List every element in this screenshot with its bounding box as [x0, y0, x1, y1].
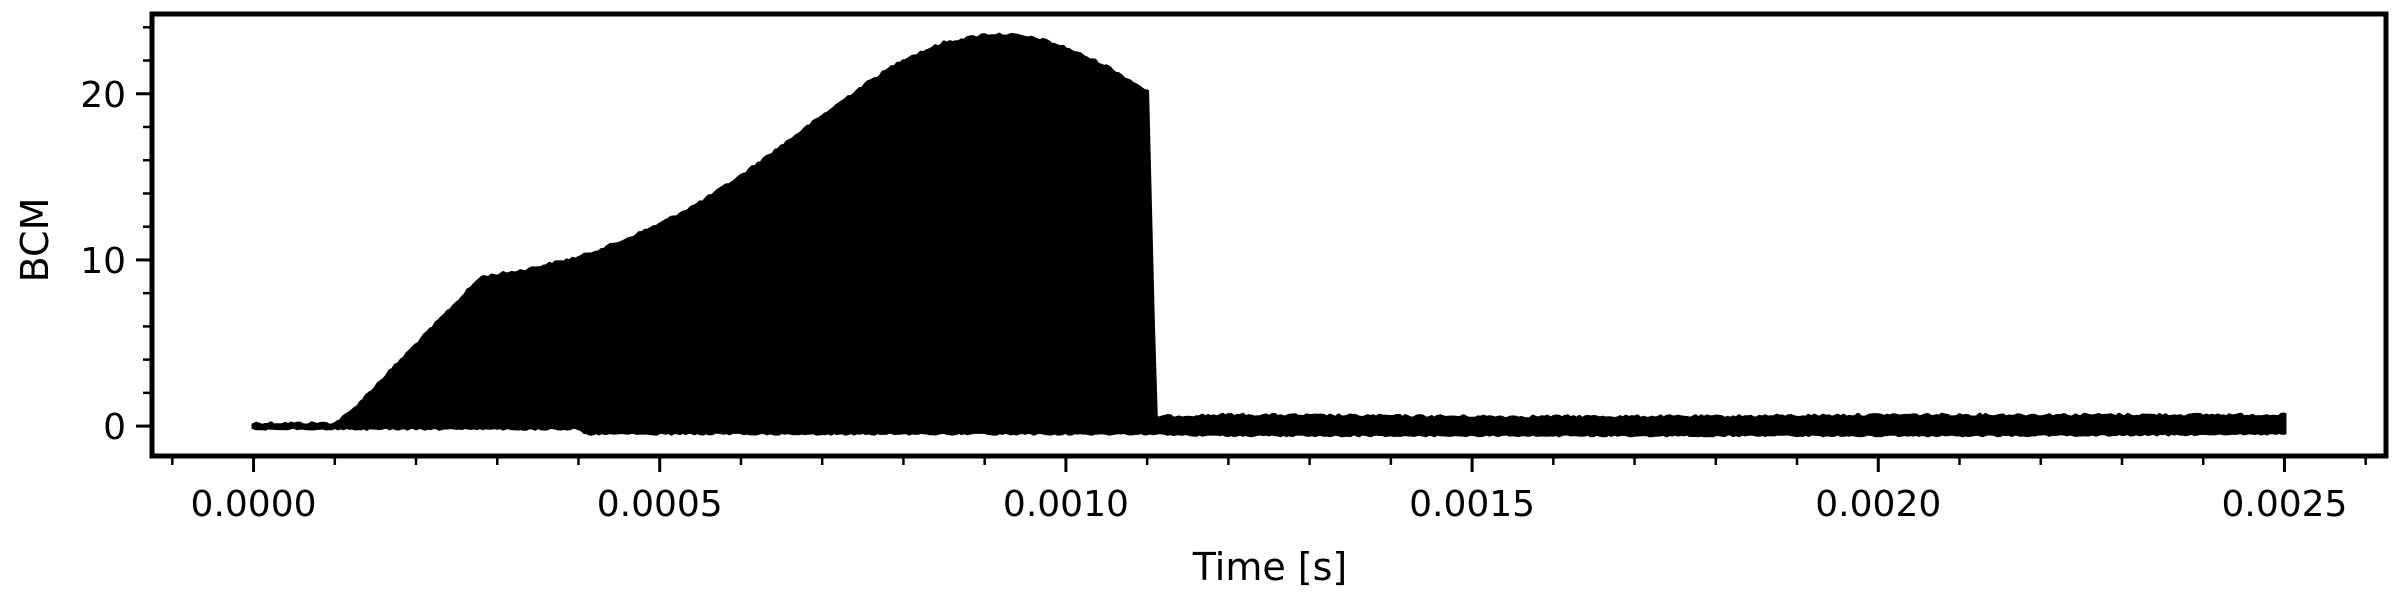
plot-area [251, 32, 2287, 438]
y-tick-label: 0 [103, 407, 126, 448]
series-signal-fill [251, 32, 2287, 438]
x-tick-label: 0.0025 [2221, 484, 2347, 525]
x-tick-label: 0.0015 [1409, 484, 1535, 525]
y-axis-label: BCM [13, 198, 57, 283]
axes-frame [149, 11, 2389, 459]
x-tick-label: 0.0000 [191, 484, 317, 525]
axes: 0.0000 0.0005 0.0010 0.0015 0.0020 0.0025 0 10 2… [80, 11, 2389, 525]
y-tick-label: 20 [80, 75, 126, 116]
x-tick-label: 0.0020 [1815, 484, 1941, 525]
y-tick-label: 10 [80, 241, 126, 282]
x-tick-label: 0.0005 [597, 484, 723, 525]
x-tick-label: 0.0010 [1003, 484, 1129, 525]
x-axis-label: Time [s] [1192, 545, 1348, 589]
